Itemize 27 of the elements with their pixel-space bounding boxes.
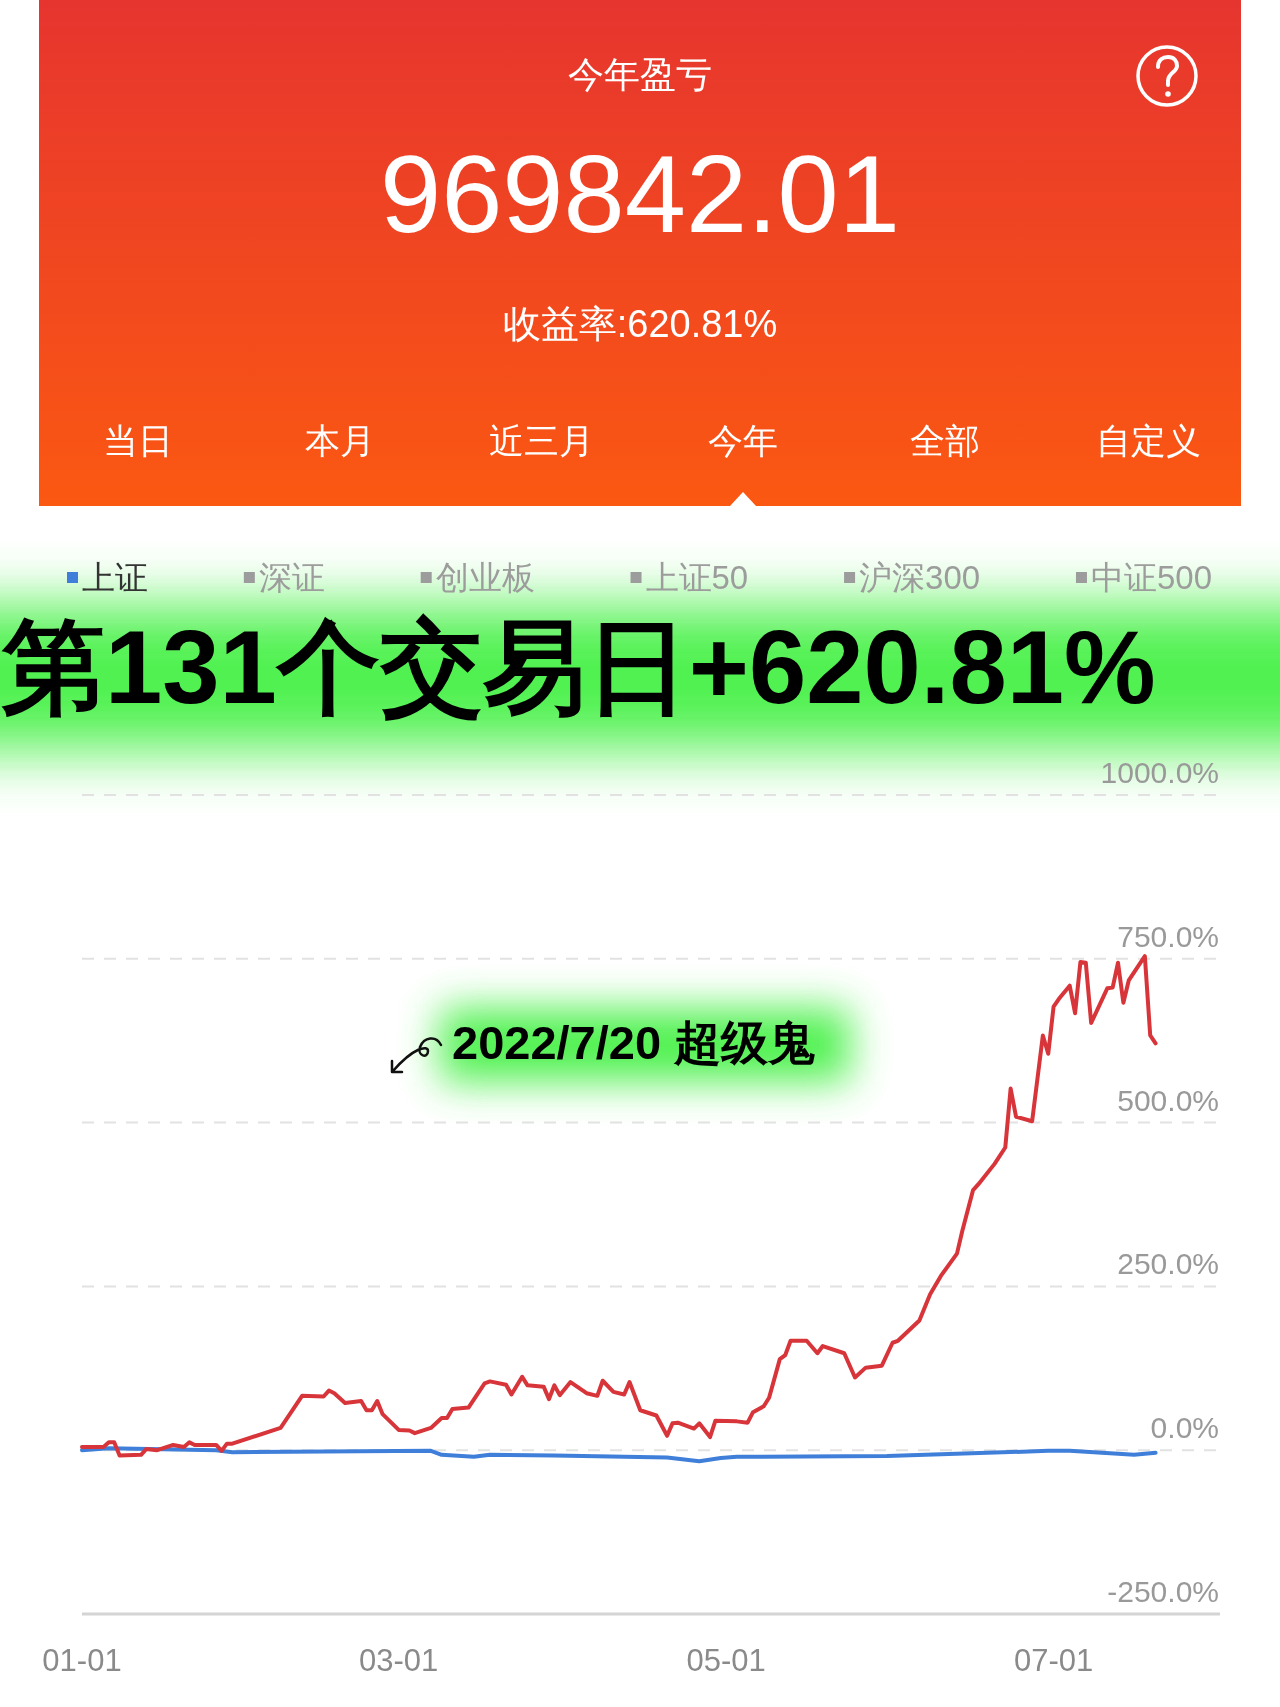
y-tick-label: 500.0% <box>1117 1083 1219 1117</box>
text: 全部 <box>910 421 980 460</box>
text: 今年 <box>708 421 778 460</box>
legend-label: 上证50 <box>645 559 749 596</box>
legend-label: 中证500 <box>1090 559 1213 596</box>
legend-label: 上证 <box>82 559 148 596</box>
y-tick-label: -250.0% <box>1107 1575 1219 1608</box>
text: 收益率:620.81% <box>502 303 778 345</box>
text: 当日 <box>103 421 173 460</box>
y-tick-label: 750.0% <box>1117 919 1219 953</box>
x-tick-label: 05-01 <box>686 1643 766 1678</box>
y-tick-label: 1000.0% <box>1100 756 1219 789</box>
text: 自定义 <box>1095 421 1201 460</box>
y-tick-label: 250.0% <box>1117 1247 1219 1281</box>
text: 本月 <box>305 421 375 460</box>
y-tick-label: 0.0% <box>1150 1411 1219 1445</box>
legend-label: 深证 <box>258 559 325 596</box>
x-tick-label: 07-01 <box>1013 1643 1094 1678</box>
x-tick-label: 03-01 <box>359 1643 439 1678</box>
text: 969842.01 <box>380 132 900 255</box>
x-tick-label: 01-01 <box>42 1643 122 1678</box>
text: 近三月 <box>488 421 594 460</box>
chart-title: 今年盈亏 <box>568 54 712 95</box>
text: 第131个交易日+620.81% <box>1 610 1156 725</box>
legend-label: 沪深300 <box>859 559 981 596</box>
annotation: 2022/7/20 超级鬼 <box>452 1016 816 1069</box>
legend-label: 创业板 <box>435 559 535 596</box>
